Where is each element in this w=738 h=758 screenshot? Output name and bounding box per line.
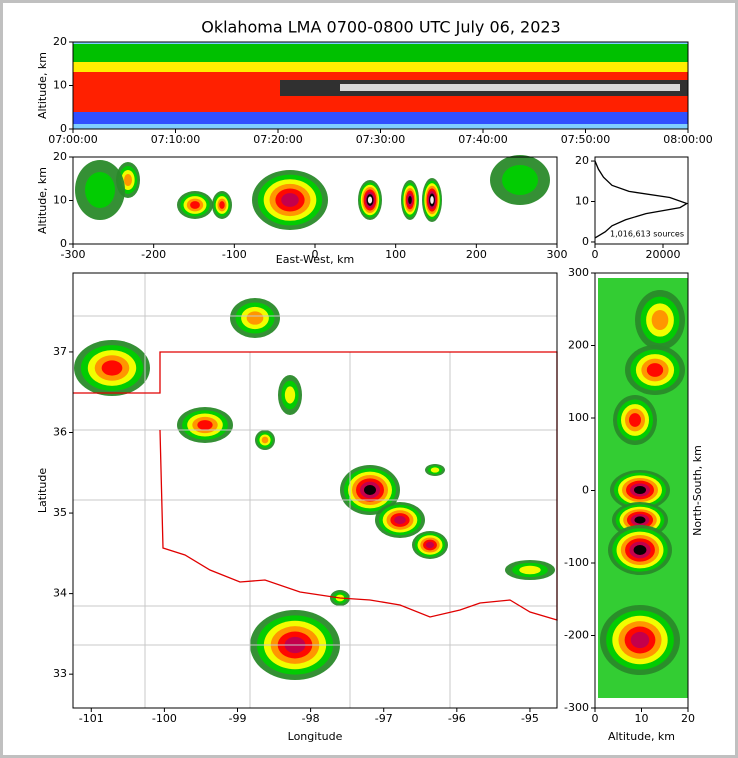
chart-title: Oklahoma LMA 0700-0800 UTC July 06, 2023 — [201, 18, 560, 37]
x-tick-label: 07:20:00 — [253, 133, 302, 146]
y-tick-label: -200 — [564, 629, 589, 642]
x-tick-label: -100 — [222, 248, 247, 261]
density-cell — [630, 631, 650, 649]
y-tick-label: 0 — [582, 235, 589, 248]
y-tick-label: 35 — [53, 506, 67, 519]
x-axis-label: Altitude, km — [608, 730, 675, 743]
y-tick-label: 0 — [60, 237, 67, 250]
x-tick-label: -300 — [61, 248, 86, 261]
y-tick-label: 36 — [53, 426, 67, 439]
density-cell — [261, 436, 269, 444]
y-tick-label: 10 — [575, 195, 589, 208]
density-cell — [646, 363, 664, 377]
x-tick-label: 200 — [466, 248, 487, 261]
x-tick-label: 07:00:00 — [48, 133, 97, 146]
y-tick-label: 0 — [582, 484, 589, 497]
density-cell — [430, 467, 440, 473]
density-cell — [367, 196, 373, 204]
density-band — [73, 112, 688, 124]
density-cell — [519, 565, 541, 575]
y-axis-label: North-South, km — [691, 445, 704, 536]
y-tick-label: 20 — [575, 154, 589, 167]
x-tick-label: 0 — [592, 248, 599, 261]
x-tick-label: -96 — [448, 712, 466, 725]
density-cell — [629, 413, 641, 427]
x-tick-label: -95 — [521, 712, 539, 725]
y-tick-label: 34 — [53, 587, 67, 600]
x-tick-label: -98 — [302, 712, 320, 725]
density-cell — [101, 360, 123, 376]
density-cell — [219, 201, 225, 209]
density-cell — [634, 516, 646, 524]
y-tick-label: 20 — [53, 35, 67, 48]
density-band — [340, 84, 680, 91]
y-tick-label: 200 — [568, 339, 589, 352]
y-axis-label: Altitude, km — [36, 52, 49, 119]
density-cell — [364, 485, 376, 495]
axes-frame — [72, 272, 558, 709]
density-cell — [425, 541, 435, 549]
density-cell — [633, 545, 647, 555]
density-cell — [85, 172, 115, 208]
x-tick-label: 08:00:00 — [663, 133, 712, 146]
x-tick-label: 0 — [312, 248, 319, 261]
y-tick-label: -100 — [564, 556, 589, 569]
x-tick-label: 07:40:00 — [458, 133, 507, 146]
x-tick-label: 10 — [635, 712, 649, 725]
profile-line — [594, 160, 689, 239]
x-tick-label: 0 — [592, 712, 599, 725]
y-tick-label: 37 — [53, 345, 67, 358]
density-cell — [281, 193, 299, 207]
x-tick-label: -100 — [152, 712, 177, 725]
x-tick-label: 07:30:00 — [356, 133, 405, 146]
density-cell — [394, 515, 406, 525]
y-axis-label: Altitude, km — [36, 167, 49, 234]
axes-frame — [594, 156, 689, 245]
x-tick-label: 300 — [547, 248, 568, 261]
density-cell — [284, 386, 296, 404]
y-tick-label: 33 — [53, 667, 67, 680]
x-tick-label: -97 — [375, 712, 393, 725]
y-tick-label: 300 — [568, 266, 589, 279]
x-tick-label: 07:50:00 — [561, 133, 610, 146]
y-tick-label: -300 — [564, 701, 589, 714]
y-tick-label: 0 — [60, 122, 67, 135]
x-tick-label: 100 — [385, 248, 406, 261]
y-tick-label: 100 — [568, 411, 589, 424]
x-tick-label: 07:10:00 — [151, 133, 200, 146]
y-tick-label: 10 — [53, 194, 67, 207]
x-tick-label: 20 — [681, 712, 695, 725]
density-cell — [190, 201, 200, 209]
density-cell — [502, 165, 538, 195]
x-axis-label: East-West, km — [276, 253, 354, 266]
density-cell — [408, 196, 412, 204]
x-tick-label: -99 — [229, 712, 247, 725]
density-images — [73, 42, 688, 698]
x-tick-label: 20000 — [646, 248, 681, 261]
y-tick-label: 10 — [53, 79, 67, 92]
density-cell — [124, 174, 132, 186]
density-cell — [430, 196, 434, 204]
density-cell — [197, 420, 213, 430]
annotation: 1,016,613 sources — [610, 230, 684, 239]
y-tick-label: 20 — [53, 150, 67, 163]
density-cell — [634, 486, 646, 494]
density-cell — [651, 310, 669, 330]
x-tick-label: -101 — [79, 712, 104, 725]
x-axis-label: Longitude — [288, 730, 343, 743]
density-cell — [246, 311, 264, 325]
x-tick-label: -200 — [141, 248, 166, 261]
y-axis-label: Latitude — [36, 468, 49, 514]
